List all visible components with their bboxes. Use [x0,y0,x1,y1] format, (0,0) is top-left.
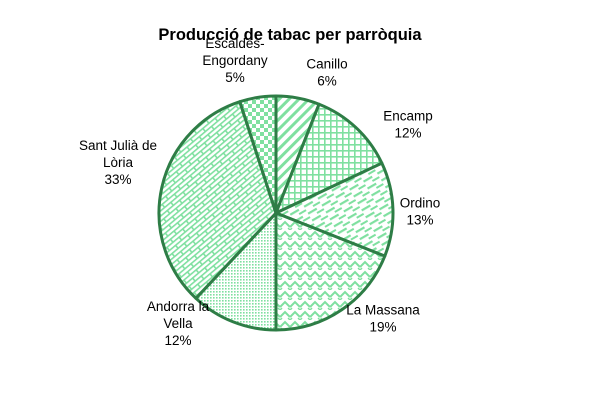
slice-name-label: Sant Julià de [79,138,157,153]
pie-slices [157,94,395,332]
slice-name-label: Escaldes- [205,36,264,51]
slice-name-label: Encamp [383,109,433,124]
pie-slice-andorra-la-vella [194,211,278,332]
slice-label: Encamp 12% [383,109,433,141]
chart-title: Producció de tabac per parròquia [158,26,422,44]
slice-name-label: Engordany [202,53,268,68]
slice-percent-label: 13% [406,213,433,228]
slice-label: Sant Julià de Lòria 33% [79,138,157,187]
slice-name-label: Vella [163,316,193,331]
slice-name-label: La Massana [346,303,420,318]
slice-percent-label: 19% [369,320,396,335]
slice-percent-label: 33% [104,172,131,187]
slice-percent-label: 6% [317,74,337,89]
slice-label: Ordino 13% [400,196,441,228]
slice-percent-label: 5% [225,70,245,85]
slice-percent-label: 12% [394,126,421,141]
pie-slice-ordino [274,161,395,258]
slice-name-label: Lòria [103,155,134,170]
slice-label: La Massana 19% [346,303,420,335]
pie-slice-escaldes-engordany [238,94,278,215]
slice-label: Escaldes- Engordany 5% [202,36,268,85]
pie-slice-sant-juli-de-l-ria [157,100,278,300]
slice-name-label: Ordino [400,196,441,211]
pie-slice-encamp [274,102,384,215]
slice-labels: Canillo 6% Encamp 12% Ordino 13% La Massana 19%… [79,36,440,348]
slice-percent-label: 12% [164,333,191,348]
slice-label: Canillo 6% [306,57,347,89]
slice-name-label: Canillo [306,57,347,72]
pie-slice-la-massana [274,211,387,332]
slice-label: Andorra la Vella 12% [147,299,210,348]
slice-name-label: Andorra la [147,299,210,314]
